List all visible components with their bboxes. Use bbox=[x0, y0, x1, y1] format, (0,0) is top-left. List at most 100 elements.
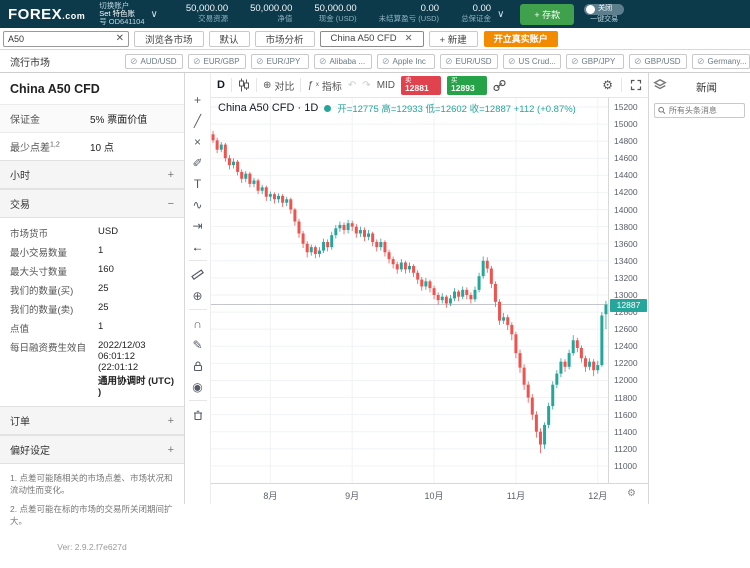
price-mode-dropdown[interactable]: MID bbox=[376, 79, 396, 91]
market-tile[interactable]: ⊘ Alibaba ... bbox=[314, 53, 372, 69]
tab-browse-markets[interactable]: 浏览各市场 bbox=[134, 30, 204, 47]
tab-china-a50-cfd[interactable]: China A50 CFD ✕ bbox=[319, 30, 424, 47]
symbol-search[interactable]: ✕ bbox=[3, 30, 129, 47]
market-tile[interactable]: ⊘ Germany... bbox=[692, 53, 750, 69]
news-search-input[interactable] bbox=[668, 106, 741, 115]
buy-button[interactable]: 买 12893 bbox=[447, 75, 488, 95]
layers-icon[interactable] bbox=[653, 78, 667, 97]
price-axis[interactable]: 15200 15000 14800 14600 14400 14200 14000 13800… bbox=[608, 98, 648, 483]
compare-button[interactable]: ⊕ 对比 bbox=[262, 79, 295, 93]
undo-icon[interactable]: ↶ bbox=[347, 79, 357, 91]
account-stat: 0.00 未结算盈亏 (USD) bbox=[378, 3, 440, 24]
candle-style-icon[interactable] bbox=[238, 78, 250, 92]
popular-markets-label[interactable]: 流行市场 bbox=[10, 57, 50, 69]
market-tile[interactable]: ⊘ AUD/USD bbox=[125, 53, 183, 69]
market-tile[interactable]: ⊘ GBP/USD bbox=[629, 53, 687, 69]
crosshair-icon[interactable]: + bbox=[193, 92, 201, 107]
chevron-down-icon[interactable]: ∨ bbox=[497, 8, 505, 20]
eye-icon[interactable]: ◉ bbox=[192, 379, 203, 394]
arrow-left-icon[interactable]: ← bbox=[191, 239, 204, 254]
deposit-button[interactable]: + 存款 bbox=[520, 3, 575, 25]
tab-market-analysis[interactable]: 市场分析 bbox=[254, 30, 315, 47]
market-tile[interactable]: ⊘ US Crud... bbox=[503, 53, 561, 69]
account-switcher[interactable]: 切换账户 Set 特色账 号 OD641104 bbox=[99, 1, 145, 27]
footnote-1: 1. 点差可能随相关的市场点差、市场状况和流动性而变化。 bbox=[10, 473, 173, 496]
top-bar: FOREX.com 切换账户 Set 特色账 号 OD641104 ∨ 50,0… bbox=[0, 0, 750, 28]
text-tool-icon[interactable]: T bbox=[193, 176, 202, 191]
price-tick: 13200 bbox=[614, 272, 638, 283]
trash-icon[interactable] bbox=[187, 404, 209, 425]
chart-legend: China A50 CFD · 1D 开=12775 高=12933 低=126… bbox=[218, 101, 576, 115]
account-stat: 50,000.00 净值 bbox=[250, 3, 293, 24]
clear-search-icon[interactable]: ✕ bbox=[115, 33, 124, 44]
market-closed-icon: ⊘ bbox=[571, 55, 579, 66]
market-tile[interactable]: ⊘ GBP/JPY bbox=[566, 53, 624, 69]
forecast-tool-icon[interactable]: ⇥ bbox=[192, 218, 203, 233]
price-tick: 13600 bbox=[614, 238, 638, 249]
account-stat: 50,000.00 交易资源 bbox=[185, 3, 229, 24]
section-trading[interactable]: 交易 − bbox=[0, 189, 184, 218]
one-click-trading-toggle[interactable]: 关闭 一键交易 bbox=[584, 3, 625, 24]
sell-button[interactable]: 卖 12881 bbox=[401, 75, 442, 95]
chart-settings-gear-icon[interactable]: ⚙ bbox=[602, 78, 613, 92]
market-closed-icon: ⊘ bbox=[193, 55, 201, 66]
link-icon[interactable] bbox=[493, 79, 506, 92]
account-stats: 50,000.00 交易资源 50,000.00 净值 50,000.00 现金 (USD… bbox=[185, 3, 491, 24]
trading-detail-row: 我们的数量(卖) 25 bbox=[10, 301, 109, 316]
tab-default[interactable]: 默认 bbox=[208, 30, 250, 47]
brush-icon[interactable]: ✐ bbox=[192, 155, 203, 170]
pattern-tool-icon[interactable]: ∿ bbox=[192, 197, 203, 212]
one-click-label: 一键交易 bbox=[590, 15, 619, 23]
price-tick: 12600 bbox=[614, 324, 638, 335]
magnet-icon[interactable]: ∩ bbox=[193, 316, 202, 331]
legend-symbol[interactable]: China A50 CFD · 1D bbox=[218, 102, 319, 114]
market-tile[interactable]: ⊘ EUR/USD bbox=[440, 53, 498, 69]
account-number: 号 OD641104 bbox=[99, 17, 145, 27]
lock-icon[interactable] bbox=[187, 355, 209, 376]
legend-ohlc: 开=12775 高=12933 低=12602 收=12887 +112 (+0… bbox=[337, 104, 576, 115]
section-hours[interactable]: 小时 + bbox=[0, 160, 184, 189]
candlestick-chart[interactable] bbox=[211, 98, 608, 483]
forex-logo[interactable]: FOREX.com bbox=[8, 5, 86, 23]
section-orders[interactable]: 订单 + bbox=[0, 406, 184, 435]
market-tile[interactable]: ⊘ Apple Inc bbox=[377, 53, 435, 69]
news-search[interactable] bbox=[654, 103, 745, 118]
close-tab-icon[interactable]: ✕ bbox=[404, 33, 413, 44]
ruler-icon[interactable] bbox=[187, 264, 209, 285]
fib-tools-icon[interactable]: × bbox=[193, 134, 201, 149]
new-tab-button[interactable]: + 新建 bbox=[428, 30, 478, 47]
trading-detail-row: 最大头寸数量 160 bbox=[10, 263, 114, 278]
section-preferences[interactable]: 偏好设定 + bbox=[0, 435, 184, 464]
footnote-2: 2. 点差可能在标的市场的交易所关闭期间扩大。 bbox=[10, 503, 173, 526]
chevron-down-icon[interactable]: ∨ bbox=[150, 8, 158, 20]
price-tick: 12200 bbox=[614, 358, 638, 369]
timeframe-button[interactable]: D bbox=[217, 79, 225, 91]
time-axis[interactable]: ⚙ 8月 9月 10月 11月 12月 bbox=[211, 483, 648, 504]
market-closed-icon: ⊘ bbox=[256, 55, 264, 66]
market-closed-icon: ⊘ bbox=[634, 55, 642, 66]
expand-icon: + bbox=[167, 414, 174, 427]
margin-row: 保证金 5% 票面价值 bbox=[0, 104, 184, 132]
price-tick: 12800 bbox=[614, 307, 638, 318]
price-tick: 11800 bbox=[614, 392, 638, 403]
price-tick: 13400 bbox=[614, 255, 638, 266]
trend-line-icon[interactable]: ╱ bbox=[193, 113, 202, 128]
current-price-tag: 12887 bbox=[610, 298, 647, 312]
symbol-search-input[interactable] bbox=[8, 33, 116, 44]
zoom-in-icon[interactable]: ⊕ bbox=[192, 288, 203, 303]
market-tile[interactable]: ⊘ EUR/GBP bbox=[188, 53, 246, 69]
open-live-account-button[interactable]: 开立真实账户 bbox=[483, 30, 558, 47]
fullscreen-icon[interactable] bbox=[630, 79, 642, 91]
axis-settings-gear-icon[interactable]: ⚙ bbox=[627, 488, 636, 499]
market-tile[interactable]: ⊘ EUR/JPY bbox=[251, 53, 309, 69]
redo-icon[interactable]: ↷ bbox=[362, 79, 371, 91]
drawing-toolbar: + ╱ × ✐ T ∿ ⇥ ← ⊕ ∩ ✎ ◉ bbox=[185, 73, 211, 504]
chart-svg bbox=[211, 98, 608, 483]
trading-detail-row: 每日融资费生效自 2022/12/03 06:01:12 (22:01:12 通用协… bbox=[10, 339, 174, 398]
drawing-sync-icon[interactable]: ✎ bbox=[192, 337, 203, 352]
expand-icon: + bbox=[167, 168, 174, 181]
price-tick: 13000 bbox=[614, 289, 638, 300]
min-spread-row: 最少点差1,2 10 点 bbox=[0, 132, 184, 160]
trading-detail-row: 市场货币 USD bbox=[10, 225, 119, 240]
